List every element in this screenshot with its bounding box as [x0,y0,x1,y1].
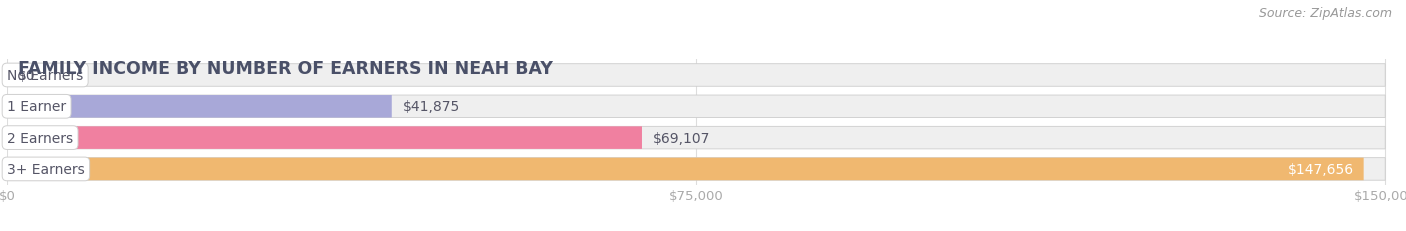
FancyBboxPatch shape [7,158,1364,180]
Text: $0: $0 [18,69,35,83]
FancyBboxPatch shape [7,96,392,118]
FancyBboxPatch shape [7,127,1385,149]
Text: No Earners: No Earners [7,69,83,83]
Text: $147,656: $147,656 [1288,162,1354,176]
Text: 1 Earner: 1 Earner [7,100,66,114]
Text: 2 Earners: 2 Earners [7,131,73,145]
FancyBboxPatch shape [7,127,643,149]
Text: $41,875: $41,875 [402,100,460,114]
Text: FAMILY INCOME BY NUMBER OF EARNERS IN NEAH BAY: FAMILY INCOME BY NUMBER OF EARNERS IN NE… [18,60,553,78]
Text: Source: ZipAtlas.com: Source: ZipAtlas.com [1258,7,1392,20]
FancyBboxPatch shape [7,96,1385,118]
Text: 3+ Earners: 3+ Earners [7,162,84,176]
FancyBboxPatch shape [7,158,1385,180]
Text: $69,107: $69,107 [652,131,710,145]
FancyBboxPatch shape [7,64,1385,87]
